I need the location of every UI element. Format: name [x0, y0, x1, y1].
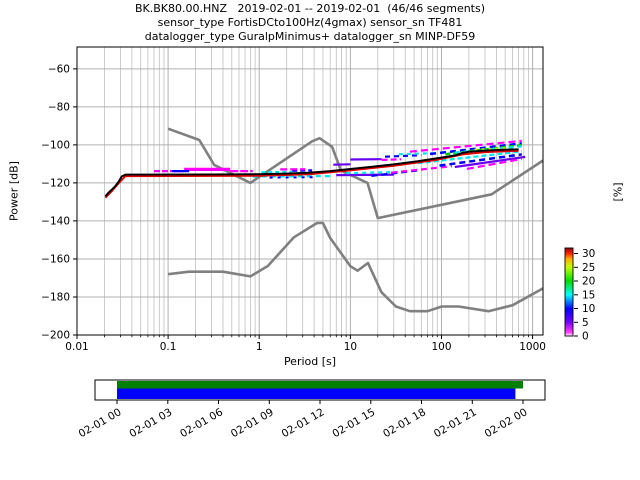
- coverage-timeline: 02-01 00 02-01 03 02-01 06 02-01 09 02-01 12…: [77, 379, 546, 440]
- main-axes-frame: [76, 46, 544, 336]
- colorbar-tick-label: 25: [582, 262, 595, 274]
- psd-band-segment: [390, 165, 453, 174]
- psd-band-segment: [454, 155, 526, 169]
- y-tick-label: −140: [41, 215, 70, 227]
- psd-band-segment: [429, 142, 522, 156]
- timeline-tick-label: 02-01 00: [77, 406, 124, 440]
- psd-band-segment: [439, 153, 522, 167]
- y-tick-label: −60: [48, 63, 70, 75]
- y-tick-label: −200: [41, 330, 70, 342]
- x-tick-label: 10: [344, 341, 357, 353]
- colorbar-tick-label: 10: [582, 303, 595, 315]
- x-axis-ticks: 0.01 0.1 1 10 100 1000: [65, 335, 546, 353]
- timeline-tick-label: 02-02 00: [483, 406, 530, 440]
- x-tick-label: 0.1: [160, 341, 177, 353]
- timeline-tick-label: 02-01 21: [432, 406, 479, 440]
- x-tick-label: 1000: [519, 341, 546, 353]
- x-tick-label: 1: [256, 341, 263, 353]
- psd-band-segment: [381, 158, 402, 161]
- coverage-bar-green: [117, 381, 523, 389]
- y-tick-label: −80: [48, 101, 70, 113]
- psd-band-segment: [466, 157, 522, 170]
- mode-line: [104, 148, 519, 197]
- nhnm-curve: [167, 127, 544, 220]
- psd-band-segment: [409, 139, 522, 153]
- psd-band-segment: [417, 150, 522, 165]
- timeline-tick-label: 02-01 03: [127, 406, 174, 440]
- grid: [76, 47, 543, 335]
- noise-models: [167, 127, 544, 313]
- x-axis-label: Period [s]: [283, 355, 337, 368]
- x-tick-label: 100: [431, 341, 451, 353]
- timeline-tick-label: 02-01 12: [280, 406, 327, 440]
- y-tick-label: −160: [41, 254, 70, 266]
- coverage-bar-blue: [117, 388, 516, 399]
- y-axis-label: Power [dB]: [7, 161, 21, 221]
- figure-subtitle-sensor: sensor_type FortisDCto100Hz(4gmax) senso…: [157, 16, 463, 29]
- colorbar-unit-label: [%]: [611, 182, 625, 202]
- timeline-tick-label: 02-01 06: [178, 406, 225, 440]
- colorbar-tick-label: 20: [582, 276, 595, 288]
- colorbar-bar: [564, 247, 574, 337]
- figure-title: BK.BK80.00.HNZ 2019-02-01 -- 2019-02-01 …: [134, 2, 486, 15]
- y-axis-ticks: −200 −180 −160 −140 −120 −100 −80 −60: [41, 63, 77, 342]
- y-tick-label: −180: [41, 292, 70, 304]
- nlnm-curve: [167, 221, 544, 313]
- colorbar-tick-label: 5: [582, 317, 589, 329]
- colorbar-tick-label: 30: [582, 248, 595, 260]
- y-tick-label: −100: [41, 139, 70, 151]
- x-tick-label: 0.01: [65, 341, 88, 353]
- timeline-tick-label: 02-01 18: [381, 406, 428, 440]
- psd-band-segment: [384, 154, 422, 158]
- timeline-tick-label: 02-01 09: [229, 406, 276, 440]
- timeline-tick-label: 02-01 15: [330, 406, 377, 440]
- figure-subtitle-datalogger: datalogger_type GuralpMinimus+ datalogge…: [144, 30, 476, 43]
- psd-band-segment: [346, 170, 402, 175]
- colorbar-tick-label: 0: [582, 331, 589, 343]
- colorbar-tick-label: 15: [582, 289, 595, 301]
- y-tick-label: −120: [41, 177, 70, 189]
- psd-band-segment: [474, 147, 509, 151]
